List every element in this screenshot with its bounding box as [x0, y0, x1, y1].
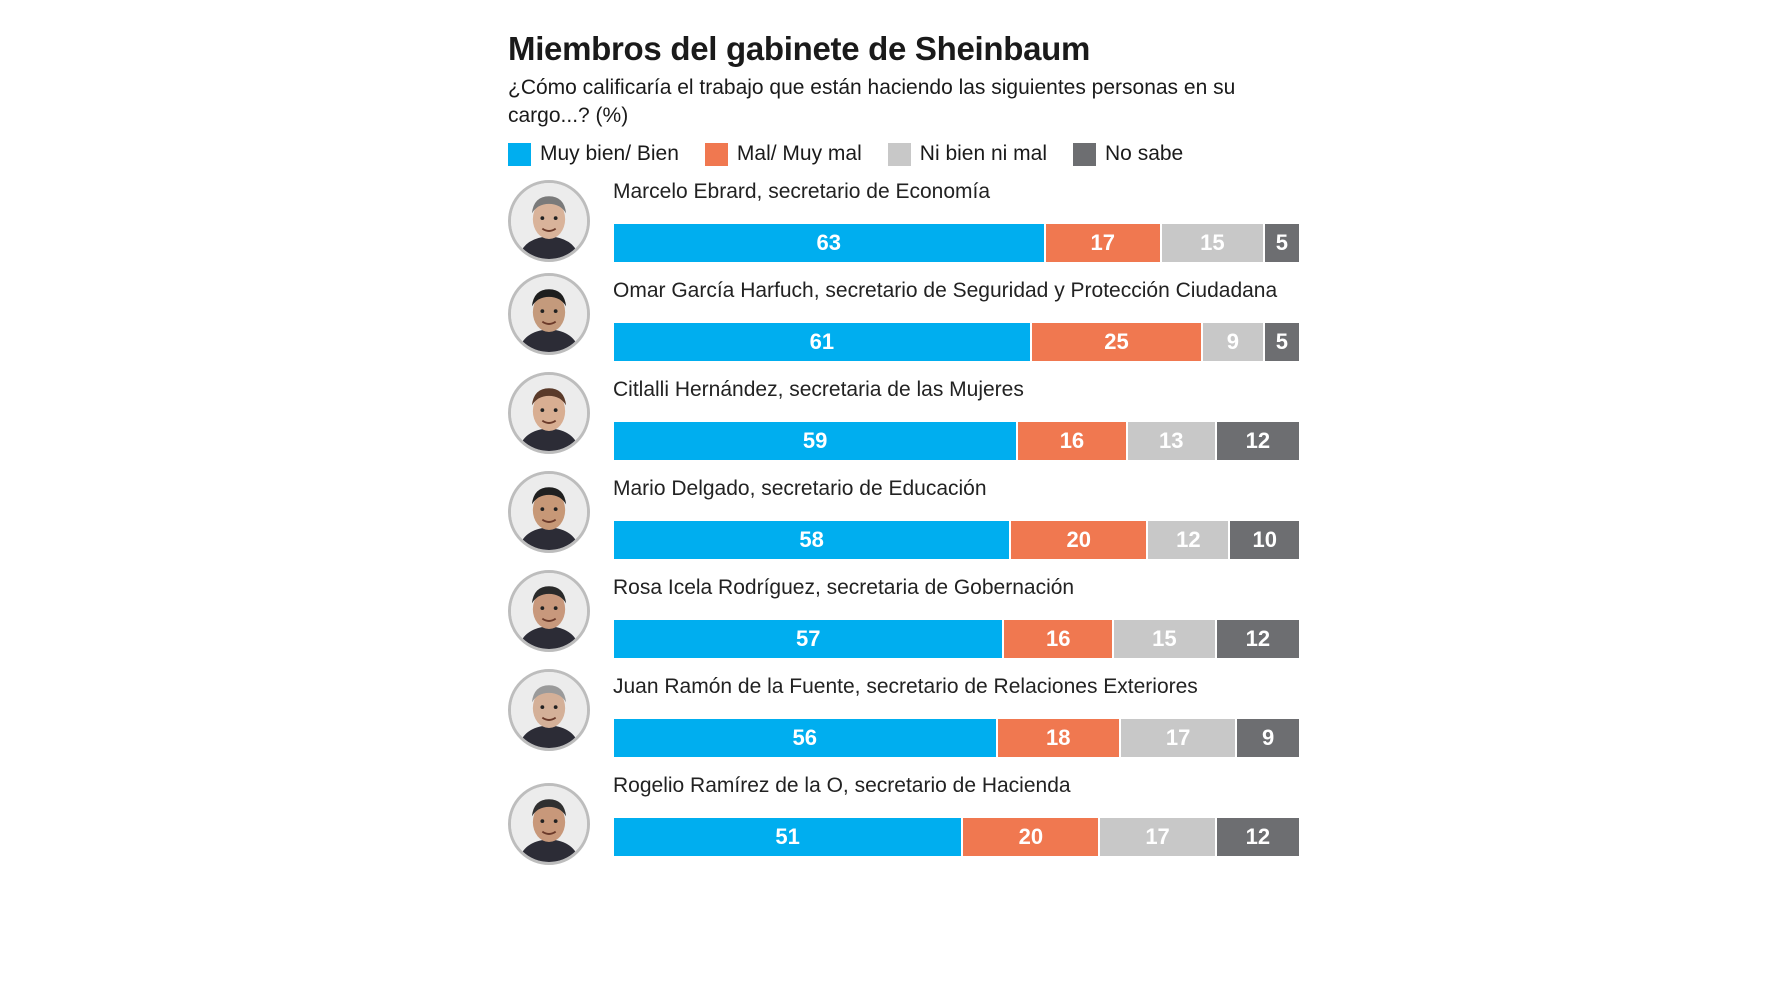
- portrait-avatar: [508, 180, 590, 262]
- bar-segment: 20: [1011, 521, 1149, 559]
- bar-segment: 17: [1100, 818, 1217, 856]
- legend-item: Ni bien ni mal: [887, 142, 1048, 166]
- legend-swatch: [1073, 142, 1097, 166]
- row-label: Rogelio Ramírez de la O, secretario de H…: [613, 774, 1071, 797]
- legend-item: No sabe: [1073, 142, 1183, 166]
- bar-segment: 17: [1120, 719, 1238, 757]
- stacked-bar: 51 20 17 12: [614, 818, 1299, 856]
- bar-segment: 5: [1264, 224, 1299, 262]
- stacked-bar: 58 20 12 10: [614, 521, 1299, 559]
- stacked-bar: 57 16 15 12: [614, 620, 1299, 658]
- portrait-avatar: [508, 570, 590, 652]
- row-label: Rosa Icela Rodríguez, secretaria de Gobe…: [613, 576, 1075, 599]
- chart-row: Juan Ramón de la Fuente, secretario de R…: [508, 669, 1308, 775]
- legend-item: Muy bien/ Bien: [508, 142, 679, 166]
- chart-subtitle: ¿Cómo calificaría el trabajo que están h…: [508, 76, 1236, 127]
- legend-swatch: [508, 142, 531, 166]
- row-label: Omar García Harfuch, secretario de Segur…: [613, 279, 1278, 302]
- chart: Miembros del gabinete de Sheinbaum ¿Cómo…: [508, 0, 1308, 1000]
- bar-segment: 5: [1264, 323, 1299, 361]
- chart-row: Rogelio Ramírez de la O, secretario de H…: [508, 774, 1308, 874]
- stacked-bar: 61 25 9 5: [614, 323, 1299, 361]
- chart-row: Omar García Harfuch, secretario de Segur…: [508, 273, 1308, 379]
- legend-item: Mal/ Muy mal: [704, 142, 862, 166]
- bar-segment: 57: [614, 620, 1005, 658]
- bar-segment: 9: [1203, 323, 1265, 361]
- chart-row: Rosa Icela Rodríguez, secretaria de Gobe…: [508, 570, 1308, 676]
- chart-row: Marcelo Ebrard, secretario de Economía 63…: [508, 180, 1308, 280]
- row-label: Marcelo Ebrard, secretario de Economía: [613, 180, 991, 203]
- bar-segment: 9: [1237, 719, 1299, 757]
- bar-segment: 63: [614, 224, 1046, 262]
- legend-label: Ni bien ni mal: [919, 142, 1048, 165]
- stacked-bar: 56 18 17 9: [614, 719, 1299, 757]
- row-label: Juan Ramón de la Fuente, secretario de R…: [613, 675, 1198, 698]
- bar-segment: 13: [1127, 422, 1217, 460]
- stacked-bar: 63 17 15 5: [614, 224, 1299, 262]
- row-label: Mario Delgado, secretario de Educación: [613, 477, 987, 500]
- bar-segment: 59: [614, 422, 1019, 460]
- bar-segment: 58: [614, 521, 1012, 559]
- bar-segment: 18: [997, 719, 1121, 757]
- portrait-avatar: [508, 669, 590, 751]
- legend-swatch: [887, 142, 911, 166]
- legend-label: No sabe: [1105, 142, 1184, 165]
- portrait-avatar: [508, 372, 590, 454]
- chart-title: Miembros del gabinete de Sheinbaum: [508, 30, 1091, 67]
- legend-label: Muy bien/ Bien: [540, 142, 679, 165]
- bar-segment: 17: [1045, 224, 1162, 262]
- bar-segment: 12: [1216, 422, 1299, 460]
- bar-segment: 15: [1114, 620, 1217, 658]
- bar-segment: 51: [614, 818, 964, 856]
- bar-segment: 12: [1216, 620, 1299, 658]
- chart-row: Mario Delgado, secretario de Educación 58…: [508, 471, 1308, 577]
- legend: Muy bien/ Bien Mal/ Muy mal Ni bien ni mal…: [508, 142, 1209, 166]
- legend-swatch: [704, 142, 728, 166]
- portrait-avatar: [508, 471, 590, 553]
- portrait-avatar: [508, 783, 590, 865]
- bar-segment: 12: [1216, 818, 1299, 856]
- bar-segment: 20: [963, 818, 1101, 856]
- legend-label: Mal/ Muy mal: [736, 142, 862, 165]
- bar-segment: 10: [1230, 521, 1299, 559]
- bar-segment: 15: [1161, 224, 1265, 262]
- bar-segment: 25: [1031, 323, 1204, 361]
- stacked-bar: 59 16 13 12: [614, 422, 1299, 460]
- portrait-avatar: [508, 273, 590, 355]
- row-label: Citlalli Hernández, secretaria de las Mu…: [613, 378, 1024, 401]
- bar-segment: 12: [1148, 521, 1231, 559]
- bar-segment: 16: [1018, 422, 1128, 460]
- bar-segment: 56: [614, 719, 998, 757]
- bar-segment: 61: [614, 323, 1032, 361]
- bar-segment: 16: [1004, 620, 1115, 658]
- chart-row: Citlalli Hernández, secretaria de las Mu…: [508, 372, 1308, 478]
